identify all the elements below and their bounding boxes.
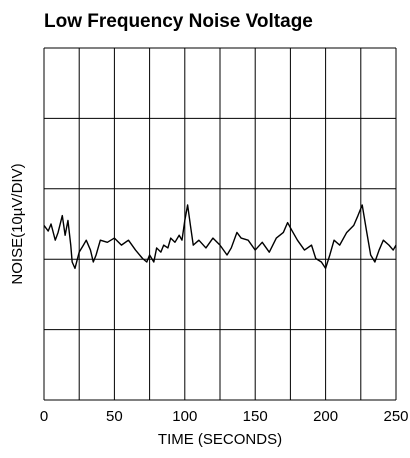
x-axis-label: TIME (SECONDS) bbox=[158, 431, 282, 448]
x-tick-label: 50 bbox=[106, 408, 123, 425]
chart-title: Low Frequency Noise Voltage bbox=[44, 11, 313, 32]
x-tick-label: 150 bbox=[243, 408, 268, 425]
x-tick-label: 100 bbox=[172, 408, 197, 425]
noise-line bbox=[43, 204, 397, 270]
x-tick-label: 250 bbox=[383, 408, 408, 425]
x-tick-label: 200 bbox=[313, 408, 338, 425]
y-axis-label: NOISE(10µV/DIV) bbox=[9, 163, 26, 284]
x-tick-label: 0 bbox=[40, 408, 48, 425]
